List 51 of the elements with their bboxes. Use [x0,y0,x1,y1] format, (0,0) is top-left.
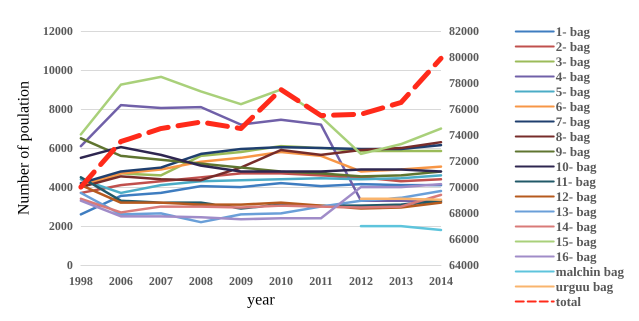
legend-label: 3- bag [556,54,591,69]
x-tick-label: 2010 [268,274,293,288]
legend-label: 11- bag [556,174,596,189]
x-tick-label: 2007 [148,274,173,288]
line-series [80,182,442,221]
x-tick-label: 2008 [188,274,213,288]
x-tick-label: 2013 [388,274,413,288]
y2-tick-label: 78000 [449,76,479,90]
legend-label: 5- bag [556,84,591,99]
legend-label: 7- bag [556,114,591,129]
y2-tick-label: 64000 [449,258,479,272]
legend-label: 12- bag [556,189,598,204]
y-tick-label: 6000 [48,141,73,156]
legend-label: 13- bag [556,204,598,219]
y2-tick-label: 68000 [449,206,479,220]
y2-tick-label: 76000 [449,102,479,116]
legend-label: total [556,294,582,309]
legend-label: 4- bag [556,69,591,84]
y-tick-label: 2000 [48,219,73,234]
x-tick-label: 2012 [348,274,373,288]
legend-label: 8- bag [556,129,591,144]
x-tick-label: 2006 [108,274,133,288]
line-series [80,146,442,173]
y-tick-label: 4000 [48,180,73,194]
legend-label: malchin bag [556,264,624,279]
y2-tick-label: 72000 [449,154,479,168]
y2-tick-label: 70000 [449,180,479,194]
legend-label: 9- bag [556,144,591,159]
legend-label: 2- bag [556,39,591,54]
x-axis-title: year [247,292,276,308]
y-tick-label: 0 [66,258,73,272]
legend-label: 10- bag [556,159,598,174]
y-axis-title: Number of poulation [16,80,32,216]
y-tick-label: 10000 [42,63,73,78]
y2-tick-label: 80000 [449,50,479,64]
y2-tick-label: 66000 [449,232,479,246]
x-tick-label: 2011 [309,274,333,288]
x-tick-label: 1998 [68,274,93,288]
y-tick-label: 12000 [42,24,73,38]
legend-label: 14- bag [556,219,598,234]
y2-tick-label: 74000 [449,128,479,142]
line-series [80,194,442,214]
legend-label: 1- bag [556,24,591,39]
legend-label: 16- bag [556,249,598,264]
x-tick-label: 2014 [429,274,453,288]
x-tick-label: 2009 [228,274,253,288]
legend-label: 6- bag [556,99,591,114]
y2-tick-label: 82000 [449,24,479,38]
legend-label: urguu bag [556,279,614,294]
legend-label: 15- bag [556,234,598,249]
y-tick-label: 8000 [48,102,73,116]
